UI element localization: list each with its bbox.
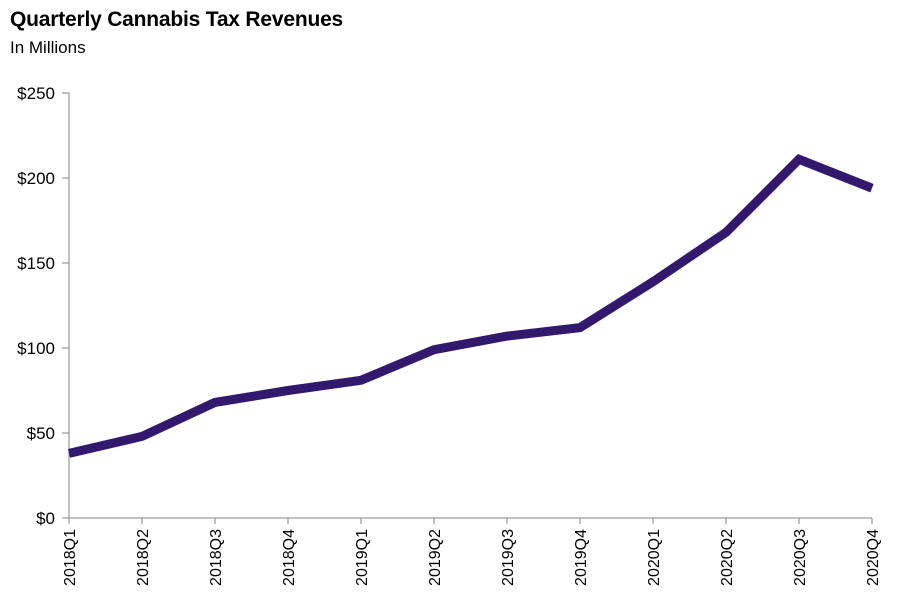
x-tick-label: 2018Q2 — [135, 529, 152, 586]
x-tick-label: 2020Q1 — [646, 529, 663, 586]
chart-title: Quarterly Cannabis Tax Revenues — [10, 8, 344, 31]
chart-subtitle: In Millions — [10, 38, 86, 57]
x-tick-label: 2020Q3 — [792, 529, 809, 586]
y-tick-label: $100 — [17, 339, 55, 358]
x-tick-label: 2019Q1 — [354, 529, 371, 586]
x-tick-label: 2019Q2 — [427, 529, 444, 586]
x-tick-label: 2019Q4 — [573, 529, 590, 586]
x-tick-label: 2020Q4 — [865, 529, 882, 586]
y-axis: $0 $50 $100 $150 $200 $250 — [17, 84, 70, 528]
y-tick-label: $200 — [17, 169, 55, 188]
x-tick-label: 2020Q2 — [719, 529, 736, 586]
y-tick-label: $250 — [17, 84, 55, 103]
y-tick-label: $0 — [36, 509, 55, 528]
y-tick-label: $150 — [17, 254, 55, 273]
series-group — [67, 154, 874, 458]
x-tick-label: 2018Q3 — [208, 529, 225, 586]
series-line — [67, 154, 874, 458]
x-tick-label: 2019Q3 — [500, 529, 517, 586]
x-tick-label: 2018Q4 — [281, 529, 298, 586]
x-tick-label: 2018Q1 — [62, 529, 79, 586]
y-tick-label: $50 — [27, 424, 55, 443]
x-axis: 2018Q1 2018Q2 2018Q3 2018Q4 2019Q1 2019Q2 2019… — [62, 517, 882, 586]
